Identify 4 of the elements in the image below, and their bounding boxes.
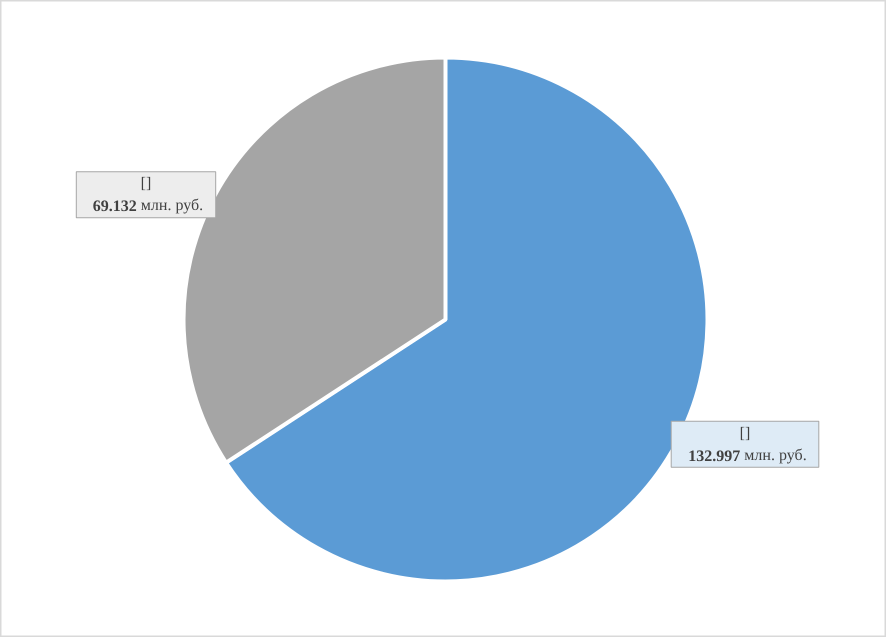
data-label: 69.132 млн. руб.	[92, 197, 204, 216]
slice-label: []	[140, 175, 152, 192]
slice-label: []	[740, 424, 750, 442]
data-label: 132.997 млн. руб.	[688, 446, 807, 465]
